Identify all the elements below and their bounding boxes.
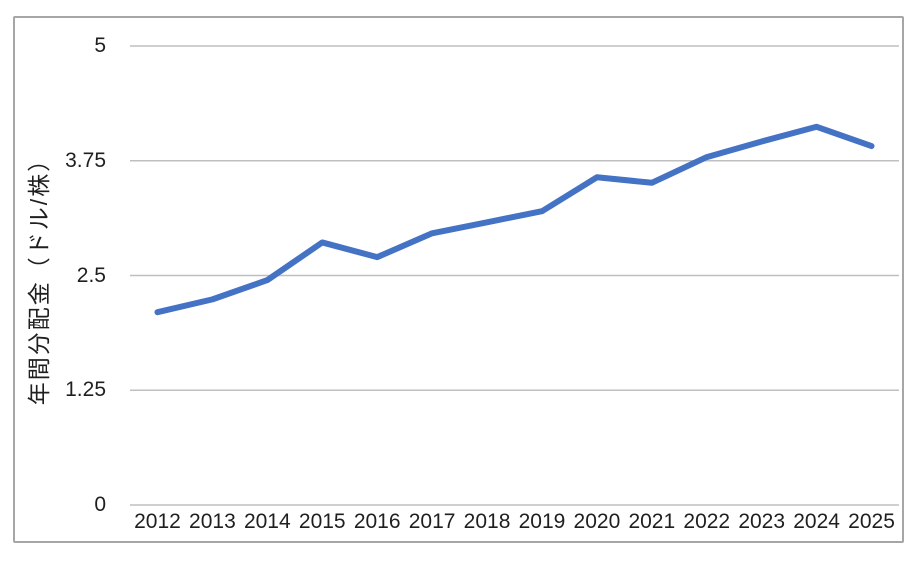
x-tick-label: 2019 bbox=[518, 510, 566, 533]
x-tick-label: 2018 bbox=[463, 510, 511, 533]
x-tick-label: 2021 bbox=[628, 510, 676, 533]
x-tick-label: 2014 bbox=[243, 510, 291, 533]
x-tick-label: 2024 bbox=[793, 510, 840, 533]
y-tick-label: 3.75 bbox=[65, 148, 106, 172]
x-tick-label: 2017 bbox=[408, 510, 456, 533]
x-tick-label: 2013 bbox=[189, 510, 236, 533]
x-tick-label: 2022 bbox=[683, 510, 731, 533]
y-tick-label: 2.5 bbox=[76, 263, 106, 287]
y-tick-label: 5 bbox=[94, 34, 106, 57]
x-tick-label: 2016 bbox=[353, 510, 401, 533]
x-tick-label: 2025 bbox=[848, 510, 895, 533]
x-tick-label: 2015 bbox=[298, 510, 346, 533]
y-tick-label: 1.25 bbox=[65, 378, 106, 402]
x-tick-label: 2012 bbox=[134, 510, 181, 533]
chart-frame bbox=[13, 16, 904, 543]
x-tick-label: 2020 bbox=[573, 510, 621, 533]
y-tick-label: 0 bbox=[94, 493, 106, 516]
data-series-line bbox=[154, 123, 875, 316]
x-tick-label: 2023 bbox=[738, 510, 786, 533]
